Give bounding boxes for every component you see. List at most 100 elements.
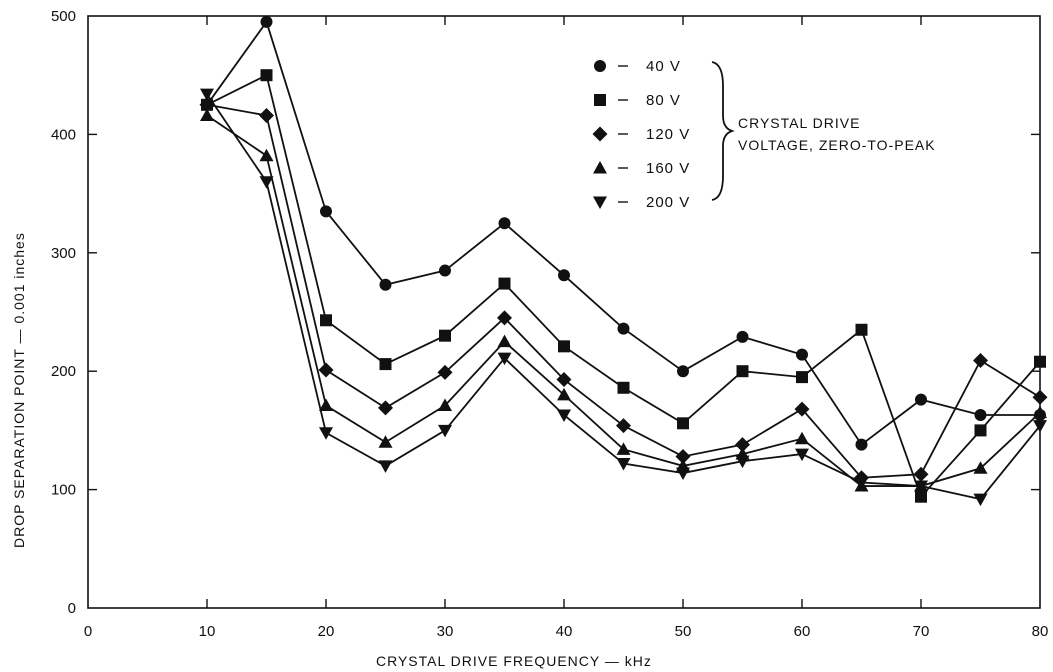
y-tick-label: 200: [51, 363, 76, 380]
data-point: [318, 362, 334, 378]
legend-label: 40 V: [646, 58, 681, 75]
data-point: [497, 352, 512, 366]
data-point: [320, 314, 332, 327]
data-point: [1034, 355, 1046, 368]
data-point: [379, 278, 392, 291]
legend-item: 200 V: [593, 194, 690, 211]
series-layer: [199, 15, 1048, 507]
data-point: [1032, 389, 1048, 405]
legend-annotation-line-1: CRYSTAL DRIVE: [738, 115, 860, 131]
data-point: [974, 424, 987, 437]
data-point: [914, 480, 928, 494]
data-point: [973, 353, 988, 369]
data-point: [855, 438, 868, 451]
data-point: [557, 409, 571, 423]
axis-ticks: [88, 16, 1040, 608]
data-point: [973, 461, 988, 474]
legend-marker: [594, 94, 606, 106]
data-point: [913, 466, 929, 482]
data-point: [974, 409, 987, 422]
data-point: [200, 108, 214, 121]
data-point: [497, 310, 512, 326]
x-tick-label: 60: [794, 623, 811, 640]
data-point: [498, 217, 511, 230]
plot-frame: [87, 15, 1041, 609]
data-point: [439, 329, 451, 342]
legend-label: 120 V: [646, 126, 690, 143]
data-point: [558, 340, 570, 353]
data-point: [676, 467, 690, 481]
x-tick-label: 0: [84, 623, 92, 640]
data-point: [378, 435, 393, 448]
legend-marker: [592, 126, 608, 142]
legend-marker: [593, 161, 607, 174]
data-point: [854, 476, 869, 490]
data-point: [794, 401, 810, 417]
data-point: [735, 455, 750, 469]
legend: 40 V 80 V 120 V 160 V 200 V: [592, 58, 690, 211]
data-point: [796, 348, 808, 361]
x-tick-label: 20: [318, 623, 335, 640]
data-point: [557, 387, 571, 401]
data-point: [319, 398, 333, 412]
data-point: [260, 69, 273, 82]
data-point: [616, 418, 631, 434]
data-point: [200, 88, 214, 102]
data-point: [675, 448, 691, 464]
legend-item: 160 V: [593, 160, 690, 177]
series-line: [206, 93, 1041, 501]
x-tick-label: 80: [1032, 623, 1049, 640]
data-point: [497, 334, 512, 348]
legend-marker: [594, 60, 606, 72]
series-200v: [200, 88, 1047, 507]
legend-marker: [593, 196, 607, 209]
data-point: [558, 269, 570, 282]
x-tick-label: 30: [437, 623, 454, 640]
data-point: [855, 323, 868, 336]
data-point: [259, 107, 274, 123]
legend-brace: [711, 61, 735, 201]
legend-annotation-line-2: VOLTAGE, ZERO-TO-PEAK: [738, 137, 936, 153]
data-point: [677, 417, 689, 430]
data-point: [617, 322, 630, 335]
data-point: [378, 460, 393, 473]
data-point: [736, 330, 749, 343]
data-point: [796, 371, 808, 384]
legend-label: 160 V: [646, 160, 690, 177]
data-point: [1033, 405, 1047, 419]
legend-item: 40 V: [594, 58, 681, 75]
data-point: [795, 448, 809, 462]
y-axis-title: DROP SEPARATION POINT — 0.001 inches: [11, 232, 27, 548]
legend-item: 80 V: [594, 92, 681, 109]
data-point: [1033, 420, 1047, 433]
legend-label: 80 V: [646, 92, 681, 109]
data-point: [795, 431, 809, 445]
data-point: [915, 490, 927, 503]
data-point: [736, 365, 749, 378]
x-tick-labels: 0 10 20 30 40 50 60 70 80: [84, 623, 1049, 640]
y-tick-label: 500: [51, 8, 76, 25]
legend-label: 200 V: [646, 194, 690, 211]
x-axis-title: CRYSTAL DRIVE FREQUENCY — kHz: [376, 653, 652, 669]
y-tick-labels: 0 100 200 300 400 500: [51, 8, 76, 617]
data-point: [973, 493, 988, 507]
data-point: [438, 424, 452, 438]
data-point: [259, 148, 274, 162]
data-point: [677, 365, 689, 378]
data-point: [735, 437, 750, 453]
data-point: [498, 277, 511, 290]
data-point: [439, 264, 451, 277]
y-tick-label: 300: [51, 245, 76, 262]
series-120v: [199, 97, 1048, 486]
x-tick-label: 40: [556, 623, 573, 640]
legend-item: 120 V: [592, 126, 690, 143]
data-point: [617, 381, 630, 394]
data-point: [556, 371, 572, 387]
data-point: [616, 442, 631, 455]
data-point: [915, 393, 927, 406]
data-point: [379, 358, 392, 371]
series-line: [206, 19, 1040, 446]
data-point: [438, 398, 452, 412]
data-point: [437, 364, 453, 380]
